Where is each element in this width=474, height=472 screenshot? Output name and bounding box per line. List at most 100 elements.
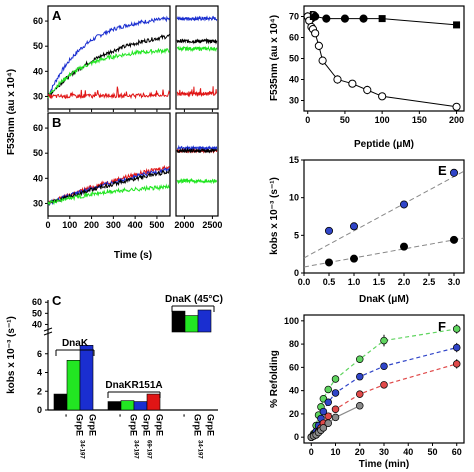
x-tick-label: GrpE — [129, 414, 139, 436]
panel-b-xlabel: Time (s) — [114, 250, 152, 261]
x-tick-label: GrpE — [75, 414, 85, 436]
data-point — [399, 200, 408, 209]
series-green-late — [176, 45, 218, 53]
data-point — [324, 385, 332, 394]
series-red-early — [47, 86, 171, 100]
x-tick-label: 40 — [403, 447, 413, 457]
x-tick-sublabel: 69-197 — [146, 440, 152, 459]
x-tick-label: 30 — [379, 447, 389, 457]
series-blue-early — [47, 15, 171, 97]
x-tick-label: 3.0 — [448, 277, 461, 287]
x-tick-label: 20 — [355, 447, 365, 457]
data-point — [452, 325, 461, 333]
x-tick-label: 0 — [309, 447, 314, 457]
y-tick-label: 0 — [37, 405, 42, 415]
y-tick-label: 30 — [289, 96, 299, 106]
y-tick-label: 10 — [289, 193, 299, 203]
y-tick-label: 100 — [284, 316, 299, 326]
data-point — [340, 14, 350, 23]
y-tick-label: 60 — [32, 297, 42, 307]
x-tick-label: 2.5 — [423, 277, 436, 287]
x-tick-label: 1.5 — [373, 277, 386, 287]
x-tick-label: 2.0 — [398, 277, 411, 287]
x-tick-label: GrpE — [88, 414, 98, 436]
data-point — [378, 92, 387, 101]
panel-f-xlabel: Time (min) — [359, 459, 409, 470]
y-tick-label: 80 — [289, 339, 299, 349]
panel-e-ylabel: kobs x 10⁻³ (s⁻¹) — [269, 177, 280, 255]
x-tick-label: 100 — [62, 220, 77, 230]
x-tick-label: 0 — [45, 220, 50, 230]
panel-a-letter: A — [52, 8, 62, 23]
panel-d-plot: 0 50 100 150 200 30 40 50 60 70 — [289, 12, 464, 126]
data-point — [380, 362, 388, 370]
x-tick-label: - — [62, 414, 72, 417]
y-tick-label: 20 — [289, 409, 299, 419]
data-point — [318, 56, 327, 65]
data-point — [324, 258, 333, 267]
panel-b-plot: 30 40 50 60 0 100 200 300 400 500 2000 2500 — [33, 123, 222, 230]
x-tick-label: 200 — [449, 115, 464, 125]
y-tick-label: 2 — [37, 386, 42, 396]
y-tick-label: 60 — [289, 362, 299, 372]
x-tick-label: 200 — [84, 220, 99, 230]
y-tick-label: 50 — [33, 41, 43, 51]
x-tick-sublabel: 34-197 — [133, 440, 139, 459]
x-tick-label: 10 — [331, 447, 341, 457]
panel-e-axis — [303, 159, 465, 274]
x-tick-sublabel: 34-197 — [197, 440, 203, 459]
bar — [171, 310, 186, 333]
series-black-early — [47, 33, 170, 98]
data-point — [452, 102, 461, 111]
bar — [146, 393, 161, 411]
data-point — [324, 398, 332, 407]
x-tick-label: 60 — [452, 447, 462, 457]
series-red-late — [176, 86, 218, 98]
data-point — [319, 424, 328, 432]
x-tick-label: GrpE — [206, 414, 216, 436]
x-tick-label: 0 — [305, 115, 310, 125]
panel-f: 0 10 20 30 40 50 60 0 20 40 60 80 100 F Time (min) %… — [269, 314, 465, 470]
panel-d-letter: D — [309, 8, 318, 23]
bar — [107, 401, 122, 411]
ab-ylabel: F535nm (au x 10⁴) — [6, 69, 17, 155]
bar — [197, 309, 212, 333]
data-point — [378, 15, 386, 23]
panel-b-axis-right — [175, 112, 219, 217]
panel-e-plot: 0.0 0.5 1.0 1.5 2.0 2.5 3.0 0 5 10 15 — [289, 155, 465, 287]
y-tick-label: 0 — [294, 432, 299, 442]
x-tick-label: 500 — [149, 220, 164, 230]
y-tick-label: 0 — [294, 268, 299, 278]
panel-e-xlabel: DnaK (μM) — [359, 294, 409, 305]
panel-c-ylabel: kobs x 10⁻³ (s⁻¹) — [6, 316, 17, 394]
y-tick-label: 70 — [289, 12, 299, 22]
bar — [184, 315, 199, 333]
panel-f-plot: 0 10 20 30 40 50 60 0 20 40 60 80 100 — [284, 316, 462, 457]
data-point — [349, 254, 358, 263]
panel-d: 0 50 100 150 200 30 40 50 60 70 D Peptide (μM) F5… — [269, 5, 465, 150]
x-tick-label: GrpE — [142, 414, 152, 436]
data-point — [314, 41, 323, 51]
y-tick-label: 15 — [289, 155, 299, 165]
axis-break-mark — [43, 331, 53, 336]
data-point — [363, 85, 372, 95]
data-point — [322, 14, 331, 23]
x-tick-label: 150 — [412, 115, 427, 125]
panel-b: 30 40 50 60 0 100 200 300 400 500 2000 2500 B Time … — [33, 112, 222, 261]
series-line — [311, 363, 457, 438]
x-tick-label: 2000 — [174, 220, 194, 230]
series-green-early — [47, 183, 171, 206]
x-tick-label: - — [116, 414, 126, 417]
data-point — [324, 226, 333, 235]
panel-f-ylabel: % Refolding — [269, 350, 280, 408]
x-tick-label: 0.0 — [298, 277, 311, 287]
fit-line — [303, 170, 465, 259]
data-point — [331, 375, 340, 383]
data-point — [331, 413, 340, 422]
data-point — [356, 402, 364, 410]
panel-a-plot: 30 40 50 60 — [33, 15, 218, 112]
y-tick-label: 60 — [33, 123, 43, 133]
